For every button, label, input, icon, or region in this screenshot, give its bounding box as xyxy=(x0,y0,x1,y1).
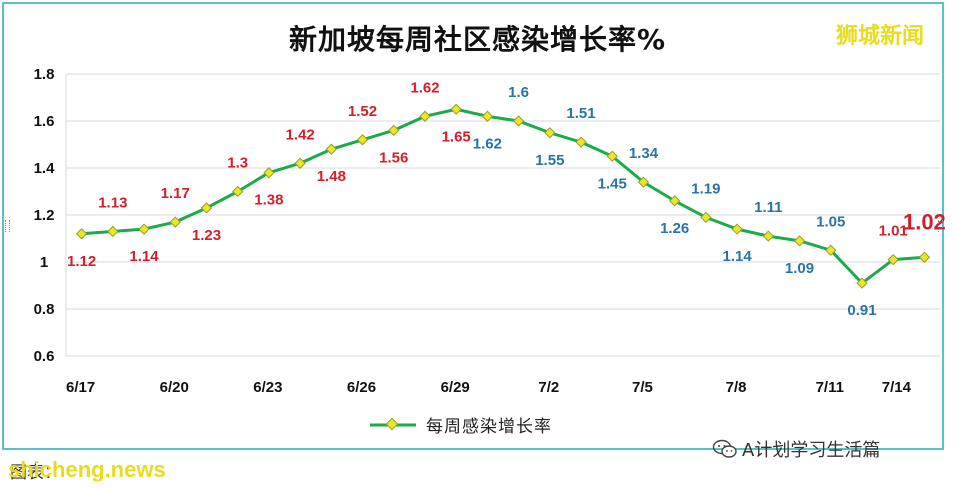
data-point xyxy=(107,225,119,238)
y-tick-label: 1.6 xyxy=(34,113,55,130)
data-label: 1.62 xyxy=(410,79,439,96)
data-label: 1.38 xyxy=(254,192,283,209)
data-point xyxy=(575,136,587,148)
x-tick-label: 6/26 xyxy=(347,379,376,396)
data-label: 1.65 xyxy=(442,128,471,145)
data-label: 1.13 xyxy=(98,194,127,211)
data-label: 1.05 xyxy=(816,213,845,230)
data-point xyxy=(637,176,650,188)
grid-layer xyxy=(65,73,940,357)
data-point xyxy=(606,150,618,162)
chart-title: 新加坡每周社区感染增长率% xyxy=(288,23,667,56)
data-point xyxy=(481,110,494,122)
data-point xyxy=(512,115,525,127)
y-tick-label: 1 xyxy=(40,254,48,271)
data-label: 1.11 xyxy=(754,199,782,216)
data-point xyxy=(856,277,868,289)
y-tick-label: 1.2 xyxy=(34,207,55,224)
resize-handle-left[interactable] xyxy=(5,220,10,232)
data-label: 1.34 xyxy=(629,145,659,162)
data-point xyxy=(450,103,462,115)
series-layer xyxy=(75,103,931,289)
x-tick-label: 7/5 xyxy=(632,379,653,396)
x-tick-label: 7/11 xyxy=(816,379,844,396)
data-label: 1.56 xyxy=(379,149,408,166)
y-tick-label: 0.8 xyxy=(34,301,55,318)
data-label: 1.12 xyxy=(67,253,96,270)
y-tick-labels: 0.6 0.8 1 1.2 1.4 1.6 1.8 xyxy=(34,66,56,365)
data-label: 1.19 xyxy=(691,180,720,197)
data-label: 1.62 xyxy=(473,135,502,152)
x-tick-label: 7/14 xyxy=(882,379,912,396)
data-label: 1.6 xyxy=(508,84,529,101)
data-label: 1.14 xyxy=(723,248,753,265)
data-point xyxy=(75,228,88,240)
data-label: 1.23 xyxy=(192,227,221,244)
data-label: 1.26 xyxy=(660,220,689,237)
legend-label: 每周感染增长率 xyxy=(426,417,552,437)
data-label: 1.51 xyxy=(566,105,595,122)
x-tick-label: 6/17 xyxy=(66,379,95,396)
data-label: 1.55 xyxy=(535,152,564,169)
data-label: 0.91 xyxy=(847,302,876,319)
data-point xyxy=(388,124,400,137)
data-label: 1.52 xyxy=(348,103,377,120)
data-label: 1.42 xyxy=(286,126,315,143)
data-point xyxy=(138,223,150,235)
data-point xyxy=(325,143,337,155)
data-point xyxy=(762,230,774,242)
data-label: 1.17 xyxy=(161,185,190,202)
data-point xyxy=(169,216,181,228)
data-point xyxy=(793,235,806,247)
data-label: 1.3 xyxy=(227,155,248,172)
wechat-icon xyxy=(712,439,737,458)
data-point xyxy=(887,253,899,266)
data-point xyxy=(700,211,712,224)
series-line xyxy=(81,107,925,285)
x-tick-label: 6/29 xyxy=(441,379,470,396)
x-tick-labels: 6/17 6/20 6/23 6/26 6/29 7/2 7/5 7/8 7/11 7/14 xyxy=(66,379,912,396)
data-point xyxy=(419,110,431,122)
y-tick-label: 1.4 xyxy=(34,160,56,177)
x-tick-label: 6/20 xyxy=(160,379,189,396)
data-label: 1.48 xyxy=(317,168,346,185)
data-point xyxy=(825,244,837,256)
data-point xyxy=(232,185,244,198)
data-point xyxy=(294,157,306,169)
data-point xyxy=(356,134,369,146)
x-tick-label: 6/23 xyxy=(253,379,282,396)
data-point xyxy=(544,127,556,139)
x-tick-label: 7/8 xyxy=(726,379,747,396)
footer-site-watermark: shicheng.news xyxy=(8,457,166,482)
y-tick-label: 0.6 xyxy=(34,348,55,365)
watermark-text: 狮城新闻 xyxy=(836,24,925,49)
footer-account: A计划学习生活篇 xyxy=(712,436,880,462)
legend-marker-icon xyxy=(370,417,416,430)
data-label: 1.14 xyxy=(129,248,159,265)
data-point xyxy=(669,195,681,207)
legend: 每周感染增长率 xyxy=(368,412,552,437)
data-point xyxy=(918,251,931,263)
x-tick-label: 7/2 xyxy=(538,379,559,396)
footer-source-label: 图表： xyxy=(10,463,61,483)
data-label: 1.09 xyxy=(785,260,814,277)
data-point xyxy=(731,223,743,235)
footer-account-name: A计划学习生活篇 xyxy=(742,440,881,461)
resize-handle-right[interactable] xyxy=(938,220,943,232)
data-label: 1.01 xyxy=(879,223,908,240)
data-label: 1.45 xyxy=(598,175,627,192)
data-point xyxy=(200,202,213,214)
y-tick-label: 1.8 xyxy=(34,66,55,83)
data-label-layer: 1.12 1.13 1.14 1.17 1.23 1.3 1.38 1.42 1.48 1.52 1… xyxy=(67,79,946,319)
data-point xyxy=(263,167,275,179)
